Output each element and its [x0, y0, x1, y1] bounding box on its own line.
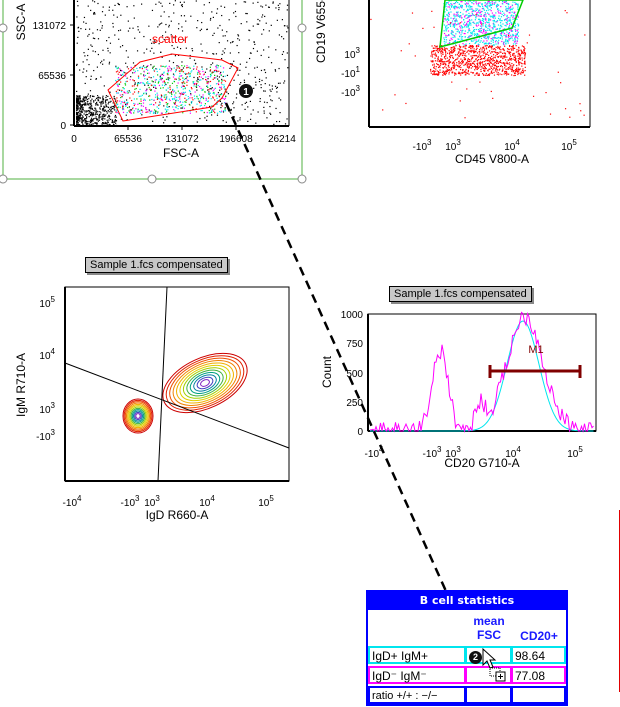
y-axis-label: IgM R710-A [14, 353, 28, 417]
igd-igm-contour-plot[interactable]: 105 104 103 -103 -104 -103 103 104 105 I… [0, 280, 300, 530]
drag-copy-cursor-icon [482, 648, 506, 682]
m1-marker[interactable]: M1 [488, 344, 582, 378]
mean-fsc-cell[interactable] [465, 686, 512, 704]
table-row[interactable]: ratio +/+ : −/− [368, 686, 566, 704]
svg-text:M1: M1 [528, 344, 543, 356]
resize-handle [0, 174, 8, 184]
svg-text:0: 0 [357, 427, 363, 438]
svg-text:1: 1 [243, 87, 249, 98]
svg-text:250: 250 [346, 398, 363, 409]
b-cell-statistics-table[interactable]: B cell statistics mean FSC CD20+ IgD+ Ig… [366, 590, 568, 706]
row-label: ratio +/+ : −/− [368, 686, 466, 704]
y-axis-label: CD19 V655- [314, 0, 328, 63]
step-badge-2: 2 [469, 651, 482, 664]
svg-text:131072: 131072 [165, 134, 199, 145]
resize-handle [297, 174, 307, 184]
column-header-cd20: CD20+ [520, 629, 558, 643]
quadrant-gate-diagonal [64, 362, 290, 449]
scatter-gate-label: scatter [152, 32, 188, 46]
svg-text:0: 0 [60, 121, 66, 132]
step-badge-1 [239, 84, 253, 98]
cd19-cd45-plot-panel[interactable]: 103 -101 -103 -103 103 104 105 CD45 V800… [310, 0, 620, 170]
svg-text:750: 750 [346, 339, 363, 350]
cd19-plot-svg: 103 -101 -103 -103 103 104 105 CD45 V800… [314, 0, 591, 166]
cd20-cell: 98.64 [511, 646, 566, 664]
cd19-gate [439, 0, 524, 49]
resize-handle [0, 23, 8, 33]
svg-text:65536: 65536 [114, 134, 142, 145]
histogram-series-cyan [370, 320, 594, 432]
row-label: IgD+ IgM+ [368, 646, 466, 664]
histogram-series-magenta [369, 311, 594, 433]
resize-handle [297, 23, 307, 33]
cd20-histogram-caption: Sample 1.fcs compensated [389, 286, 532, 302]
scatter-gate [107, 53, 239, 122]
row-label: IgD⁻ IgM⁻ [368, 666, 466, 684]
svg-text:131072: 131072 [33, 21, 67, 32]
quadrant-gate-vertical [157, 286, 168, 482]
svg-text:65536: 65536 [38, 71, 66, 82]
cd20-histogram[interactable]: M1 1000 750 500 250 0 -104 -103 103 104 … [310, 300, 610, 480]
svg-text:196608: 196608 [219, 134, 253, 145]
resize-handle [147, 174, 157, 184]
table-title: B cell statistics [368, 592, 566, 610]
y-axis-label: Count [320, 355, 334, 388]
x-axis-label: FSC-A [163, 146, 199, 160]
x-axis-label: IgD R660-A [146, 508, 209, 522]
y-axis-label: SSC-A [14, 4, 28, 41]
scatter-plot-svg: scatter 131072 65536 0 0 65536 131072 19… [0, 0, 307, 184]
column-header-mean-fsc: mean FSC [473, 614, 505, 642]
svg-text:500: 500 [346, 369, 363, 380]
svg-text:0: 0 [71, 134, 77, 145]
svg-text:1000: 1000 [341, 310, 364, 321]
igd-igm-plot-caption: Sample 1.fcs compensated [85, 257, 228, 273]
cd20-cell: 77.08 [511, 666, 566, 684]
cd20-cell[interactable] [511, 686, 566, 704]
svg-text:26214: 26214 [268, 134, 296, 145]
x-axis-label: CD45 V800-A [455, 152, 529, 166]
table-row[interactable]: IgD⁻ IgM⁻ 77.08 [368, 666, 566, 684]
table-row[interactable]: IgD+ IgM+ 2 98.64 [368, 646, 566, 664]
x-axis-label: CD20 G710-A [444, 456, 519, 470]
scatter-plot-panel[interactable]: scatter 131072 65536 0 0 65536 131072 19… [0, 0, 310, 185]
